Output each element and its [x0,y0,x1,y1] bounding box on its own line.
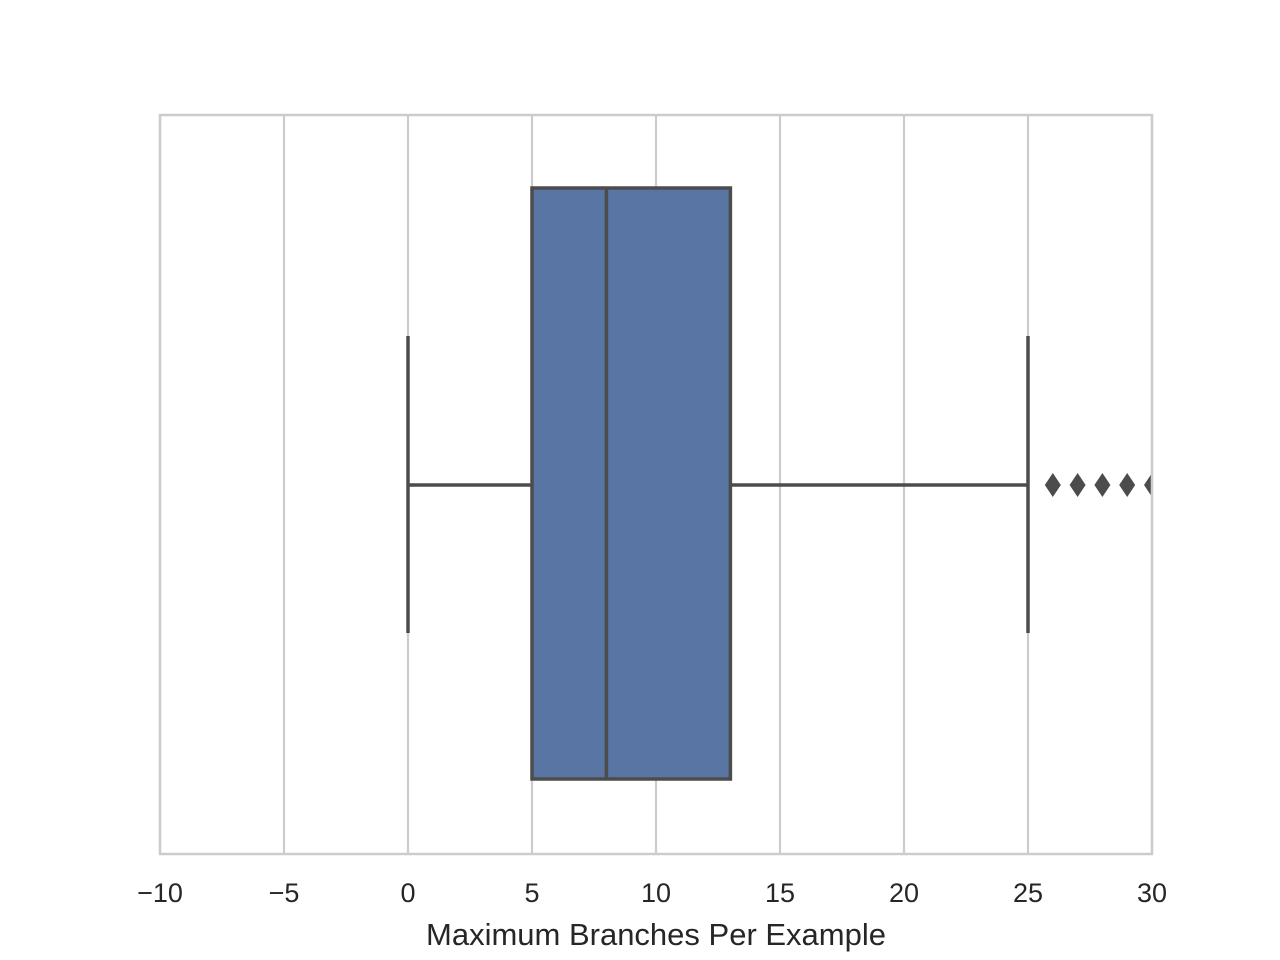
plot-border [158,113,1154,856]
iqr-box [530,186,733,781]
x-tick-label: 5 [524,878,539,908]
outlier-point [1044,473,1061,497]
x-tick-label: 30 [1137,878,1167,908]
outlier-point [1069,473,1086,497]
x-tick-label: 15 [765,878,795,908]
x-tick-label: 10 [641,878,671,908]
x-tick-label: 20 [889,878,919,908]
outlier-point [1144,473,1152,497]
x-tick-labels: −10 −5 0 5 10 15 20 25 30 [137,878,1167,908]
outlier-point [1094,473,1111,497]
x-tick-label: −10 [137,878,183,908]
plot-frame [158,113,1154,856]
x-axis-title: Maximum Branches Per Example [426,917,886,952]
boxplot [406,186,1152,781]
outlier-point [1119,473,1136,497]
x-tick-label: 25 [1013,878,1043,908]
x-tick-label: −5 [269,878,300,908]
x-tick-label: 0 [400,878,415,908]
outliers [1044,473,1152,497]
